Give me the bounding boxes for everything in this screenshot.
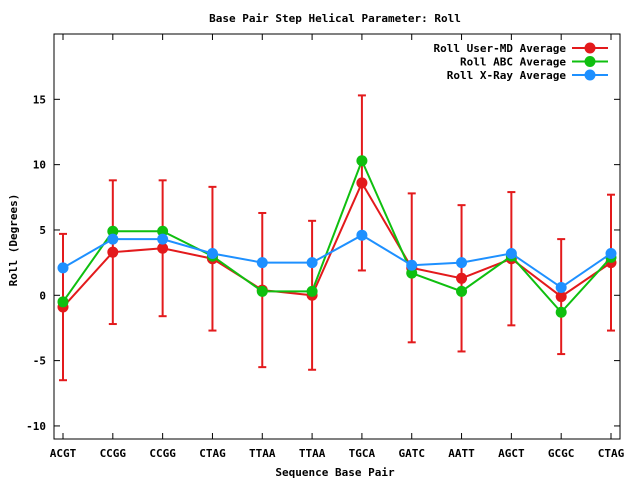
- legend-swatch-marker: [584, 69, 596, 81]
- y-axis-label: Roll (Degrees): [7, 194, 20, 287]
- data-point-2: [306, 257, 318, 269]
- legend-swatch-marker: [584, 42, 596, 54]
- x-tick-label: CTAG: [598, 447, 625, 460]
- data-point-2: [406, 259, 418, 271]
- axis-ticks: -10 -5 0 5 10 15 ACGT CCGG CCGG CTAG TTAA TTAA TGCA G…: [26, 34, 625, 460]
- legend-label: Roll X-Ray Average: [447, 69, 567, 82]
- y-tick-label: -10: [26, 420, 46, 433]
- data-point-2: [356, 229, 368, 241]
- legend-label: Roll User-MD Average: [434, 42, 567, 55]
- y-tick-label: 15: [33, 93, 46, 106]
- series-line-1: [62, 158, 612, 314]
- data-point-1: [256, 285, 268, 297]
- x-tick-label: ACGT: [50, 447, 77, 460]
- data-point-2: [505, 247, 517, 259]
- x-tick-label: TTAA: [299, 447, 326, 460]
- y-tick-label: 5: [39, 224, 46, 237]
- data-point-1: [555, 306, 567, 318]
- data-point-0: [555, 291, 567, 303]
- data-point-2: [157, 233, 169, 245]
- data-point-2: [456, 257, 468, 269]
- data-point-0: [456, 272, 468, 284]
- data-point-2: [57, 262, 69, 274]
- data-point-2: [107, 233, 119, 245]
- series-line-2: [62, 234, 612, 289]
- data-point-1: [157, 225, 169, 237]
- data-point-1: [306, 285, 318, 297]
- x-tick-label: TGCA: [349, 447, 376, 460]
- x-axis-label: Sequence Base Pair: [275, 466, 395, 479]
- data-point-0: [107, 246, 119, 258]
- data-point-2: [555, 281, 567, 293]
- series-layer: [57, 94, 617, 382]
- x-tick-label: CTAG: [199, 447, 226, 460]
- chart-title: Base Pair Step Helical Parameter: Roll: [209, 12, 461, 25]
- y-tick-label: 10: [33, 159, 46, 172]
- y-tick-label: -5: [33, 355, 46, 368]
- series-line-0: [62, 180, 612, 308]
- x-tick-label: GATC: [398, 447, 425, 460]
- x-tick-label: GCGC: [548, 447, 575, 460]
- plot-frame: [53, 33, 621, 440]
- data-point-2: [256, 257, 268, 269]
- x-tick-label: CCGG: [100, 447, 127, 460]
- data-point-2: [206, 247, 218, 259]
- data-point-1: [356, 155, 368, 167]
- legend-swatch-marker: [584, 56, 596, 67]
- y-tick-label: 0: [39, 289, 46, 302]
- data-point-1: [107, 225, 119, 237]
- x-tick-label: AATT: [448, 447, 475, 460]
- data-point-0: [157, 242, 169, 254]
- data-point-1: [456, 285, 468, 297]
- x-tick-label: AGCT: [498, 447, 525, 460]
- data-point-1: [57, 296, 69, 308]
- data-point-2: [605, 247, 617, 259]
- data-point-1: [406, 267, 418, 279]
- x-tick-label: TTAA: [249, 447, 276, 460]
- x-tick-label: CCGG: [149, 447, 176, 460]
- data-point-0: [356, 177, 368, 189]
- legend-label: Roll ABC Average: [460, 56, 566, 69]
